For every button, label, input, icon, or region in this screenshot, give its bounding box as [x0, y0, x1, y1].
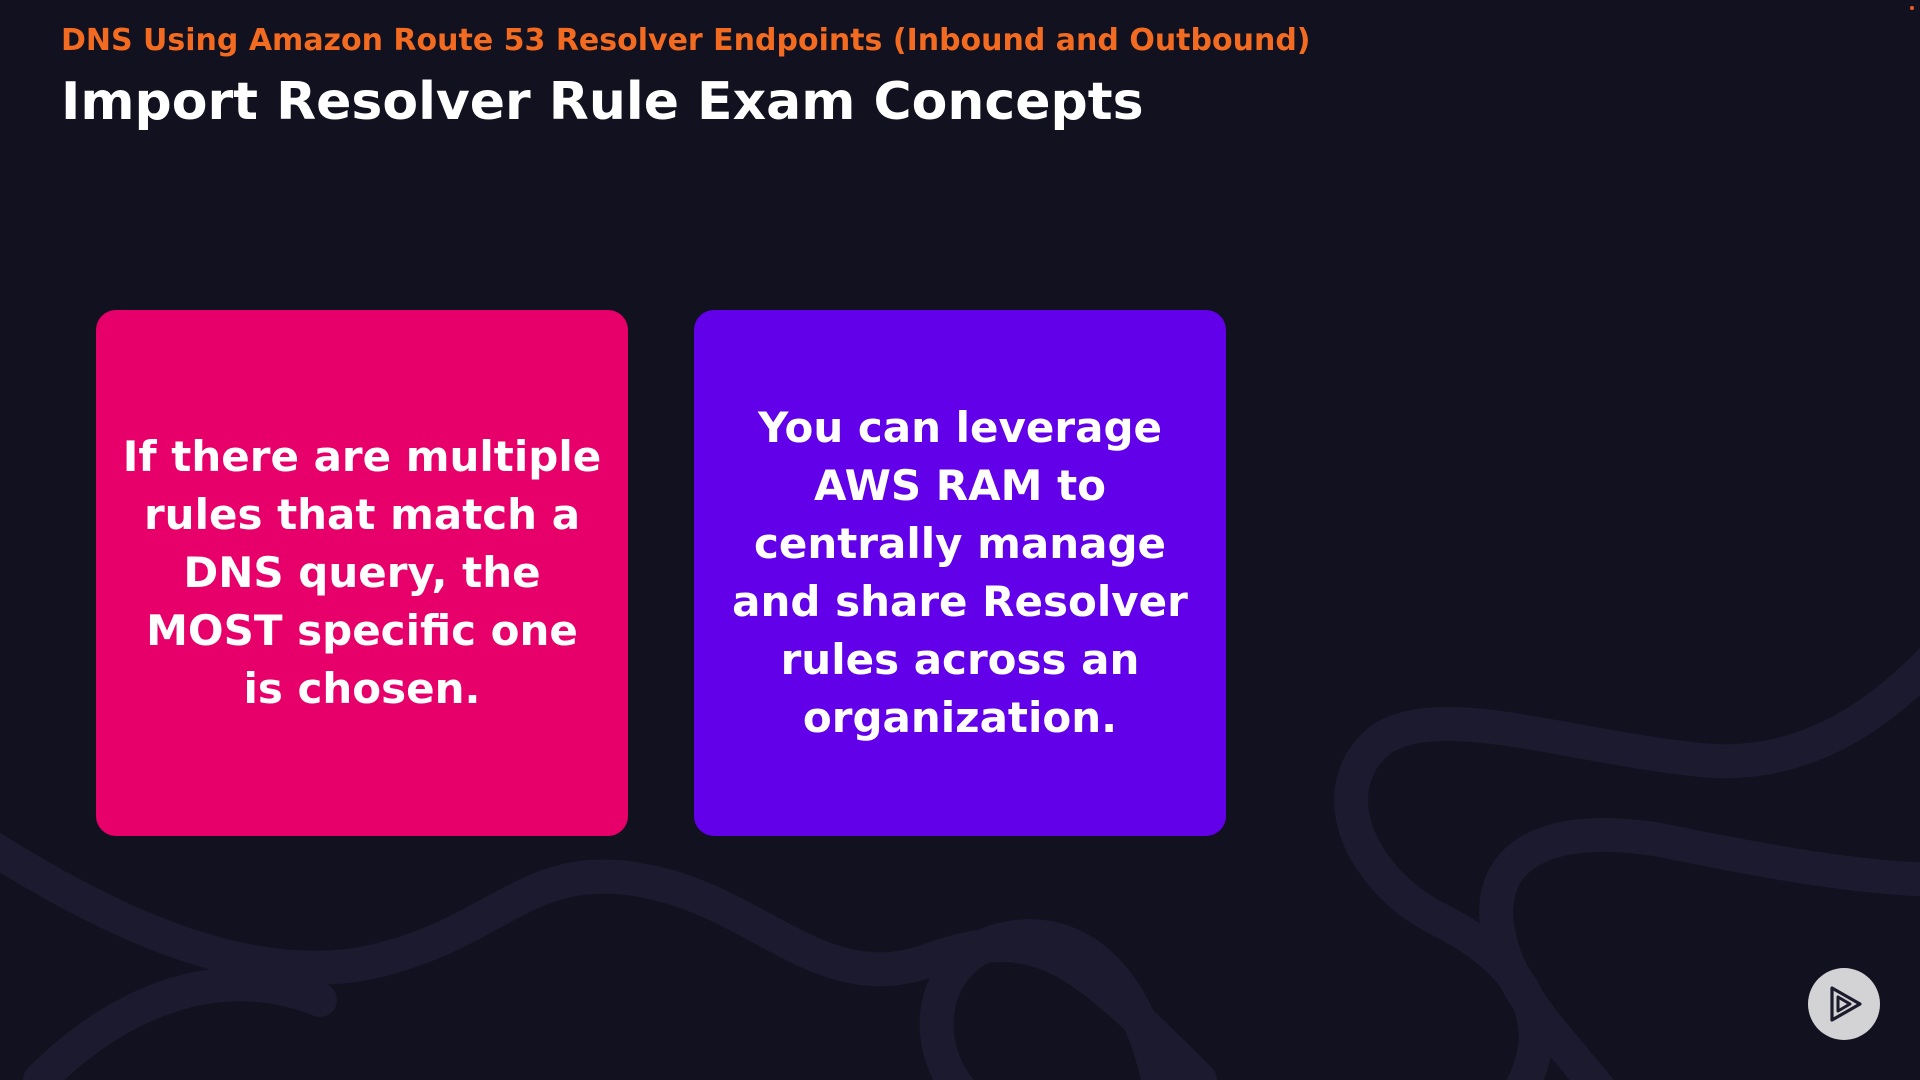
concept-card-text: You can leverage AWS RAM to centrally ma…	[732, 403, 1188, 742]
play-icon	[1830, 986, 1862, 1022]
course-subtitle: DNS Using Amazon Route 53 Resolver Endpo…	[61, 23, 1311, 58]
slide-title: Import Resolver Rule Exam Concepts	[61, 72, 1144, 132]
concept-card-text: If there are multiple rules that match a…	[122, 432, 602, 713]
concept-card-aws-ram: You can leverage AWS RAM to centrally ma…	[694, 310, 1226, 836]
concept-card-most-specific-rule: If there are multiple rules that match a…	[96, 310, 628, 836]
play-button[interactable]	[1808, 968, 1880, 1040]
corner-dot	[1910, 6, 1914, 10]
